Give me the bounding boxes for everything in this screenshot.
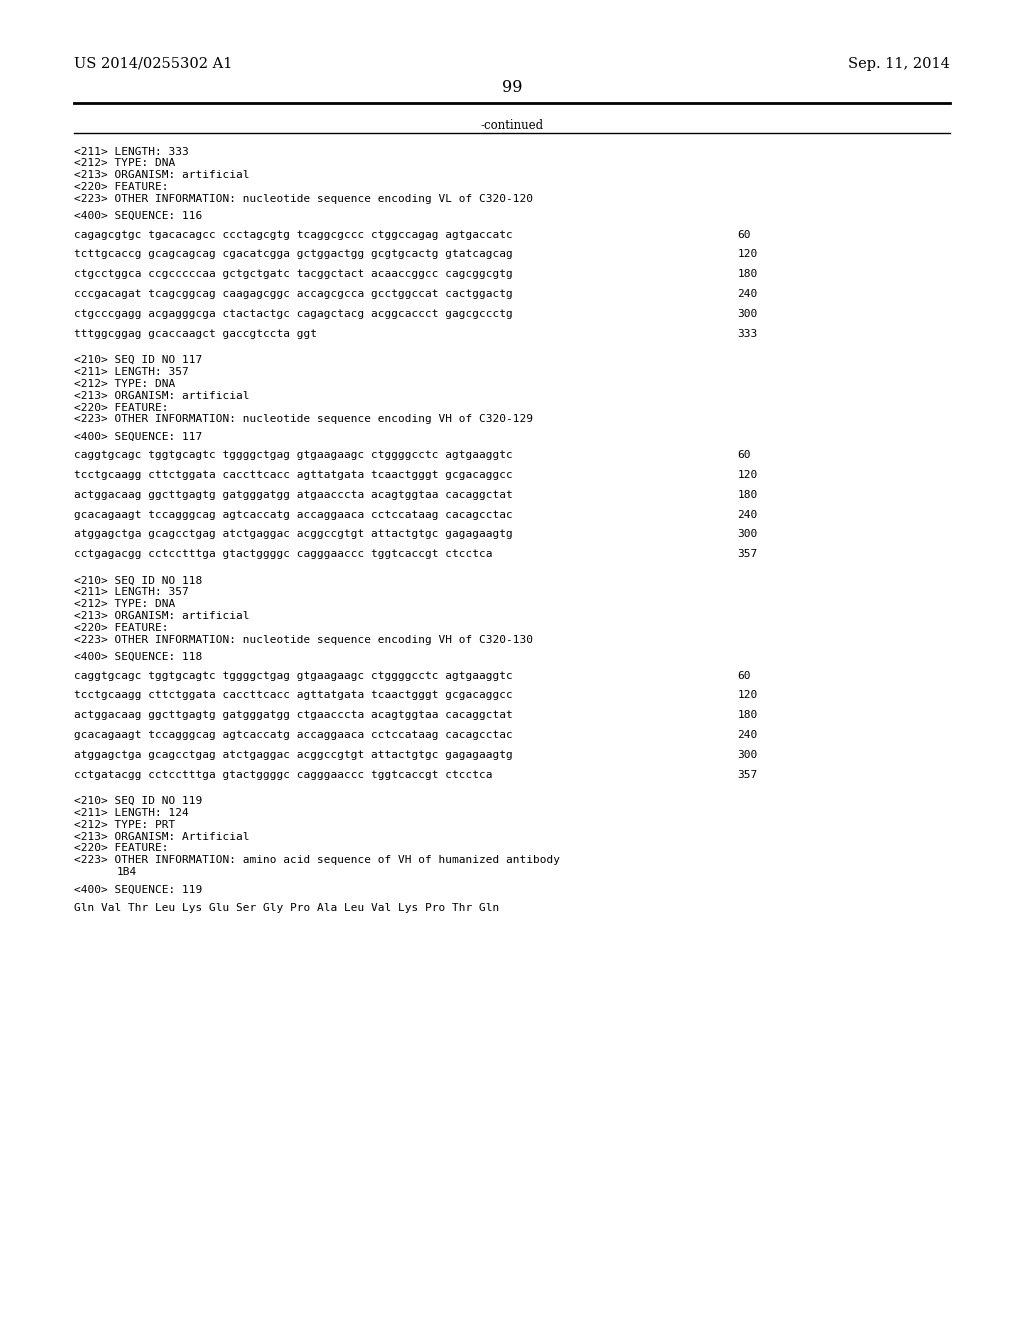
Text: <223> OTHER INFORMATION: nucleotide sequence encoding VH of C320-130: <223> OTHER INFORMATION: nucleotide sequ… <box>74 635 532 645</box>
Text: <212> TYPE: DNA: <212> TYPE: DNA <box>74 379 175 389</box>
Text: <211> LENGTH: 357: <211> LENGTH: 357 <box>74 587 188 598</box>
Text: gcacagaagt tccagggcag agtcaccatg accaggaaca cctccataag cacagcctac: gcacagaagt tccagggcag agtcaccatg accagga… <box>74 510 512 520</box>
Text: <212> TYPE: PRT: <212> TYPE: PRT <box>74 820 175 830</box>
Text: 333: 333 <box>737 329 758 339</box>
Text: <400> SEQUENCE: 116: <400> SEQUENCE: 116 <box>74 211 202 222</box>
Text: <400> SEQUENCE: 119: <400> SEQUENCE: 119 <box>74 884 202 895</box>
Text: <220> FEATURE:: <220> FEATURE: <box>74 623 168 634</box>
Text: <400> SEQUENCE: 117: <400> SEQUENCE: 117 <box>74 432 202 442</box>
Text: <400> SEQUENCE: 118: <400> SEQUENCE: 118 <box>74 652 202 663</box>
Text: <220> FEATURE:: <220> FEATURE: <box>74 182 168 193</box>
Text: 240: 240 <box>737 510 758 520</box>
Text: 357: 357 <box>737 549 758 560</box>
Text: <211> LENGTH: 333: <211> LENGTH: 333 <box>74 147 188 157</box>
Text: cccgacagat tcagcggcag caagagcggc accagcgcca gcctggccat cactggactg: cccgacagat tcagcggcag caagagcggc accagcg… <box>74 289 512 300</box>
Text: atggagctga gcagcctgag atctgaggac acggccgtgt attactgtgc gagagaagtg: atggagctga gcagcctgag atctgaggac acggccg… <box>74 750 512 760</box>
Text: 240: 240 <box>737 289 758 300</box>
Text: US 2014/0255302 A1: US 2014/0255302 A1 <box>74 57 232 71</box>
Text: tttggcggag gcaccaagct gaccgtccta ggt: tttggcggag gcaccaagct gaccgtccta ggt <box>74 329 316 339</box>
Text: 180: 180 <box>737 269 758 280</box>
Text: <210> SEQ ID NO 118: <210> SEQ ID NO 118 <box>74 576 202 586</box>
Text: <211> LENGTH: 124: <211> LENGTH: 124 <box>74 808 188 818</box>
Text: <213> ORGANISM: artificial: <213> ORGANISM: artificial <box>74 611 249 622</box>
Text: caggtgcagc tggtgcagtc tggggctgag gtgaagaagc ctggggcctc agtgaaggtc: caggtgcagc tggtgcagtc tggggctgag gtgaaga… <box>74 450 512 461</box>
Text: atggagctga gcagcctgag atctgaggac acggccgtgt attactgtgc gagagaagtg: atggagctga gcagcctgag atctgaggac acggccg… <box>74 529 512 540</box>
Text: -continued: -continued <box>480 119 544 132</box>
Text: 60: 60 <box>737 230 751 240</box>
Text: tcttgcaccg gcagcagcag cgacatcgga gctggactgg gcgtgcactg gtatcagcag: tcttgcaccg gcagcagcag cgacatcgga gctggac… <box>74 249 512 260</box>
Text: 300: 300 <box>737 750 758 760</box>
Text: <213> ORGANISM: artificial: <213> ORGANISM: artificial <box>74 391 249 401</box>
Text: gcacagaagt tccagggcag agtcaccatg accaggaaca cctccataag cacagcctac: gcacagaagt tccagggcag agtcaccatg accagga… <box>74 730 512 741</box>
Text: 357: 357 <box>737 770 758 780</box>
Text: <210> SEQ ID NO 119: <210> SEQ ID NO 119 <box>74 796 202 807</box>
Text: <220> FEATURE:: <220> FEATURE: <box>74 403 168 413</box>
Text: <212> TYPE: DNA: <212> TYPE: DNA <box>74 158 175 169</box>
Text: tcctgcaagg cttctggata caccttcacc agttatgata tcaactgggt gcgacaggcc: tcctgcaagg cttctggata caccttcacc agttatg… <box>74 690 512 701</box>
Text: cagagcgtgc tgacacagcc ccctagcgtg tcaggcgccc ctggccagag agtgaccatc: cagagcgtgc tgacacagcc ccctagcgtg tcaggcg… <box>74 230 512 240</box>
Text: 180: 180 <box>737 710 758 721</box>
Text: ctgcctggca ccgcccccaa gctgctgatc tacggctact acaaccggcc cagcggcgtg: ctgcctggca ccgcccccaa gctgctgatc tacggct… <box>74 269 512 280</box>
Text: <212> TYPE: DNA: <212> TYPE: DNA <box>74 599 175 610</box>
Text: <223> OTHER INFORMATION: nucleotide sequence encoding VH of C320-129: <223> OTHER INFORMATION: nucleotide sequ… <box>74 414 532 425</box>
Text: 60: 60 <box>737 450 751 461</box>
Text: 240: 240 <box>737 730 758 741</box>
Text: <223> OTHER INFORMATION: amino acid sequence of VH of humanized antibody: <223> OTHER INFORMATION: amino acid sequ… <box>74 855 560 866</box>
Text: Gln Val Thr Leu Lys Glu Ser Gly Pro Ala Leu Val Lys Pro Thr Gln: Gln Val Thr Leu Lys Glu Ser Gly Pro Ala … <box>74 903 499 913</box>
Text: 120: 120 <box>737 470 758 480</box>
Text: cctgatacgg cctcctttga gtactggggc cagggaaccc tggtcaccgt ctcctca: cctgatacgg cctcctttga gtactggggc cagggaa… <box>74 770 493 780</box>
Text: actggacaag ggcttgagtg gatgggatgg ctgaacccta acagtggtaa cacaggctat: actggacaag ggcttgagtg gatgggatgg ctgaacc… <box>74 710 512 721</box>
Text: <213> ORGANISM: Artificial: <213> ORGANISM: Artificial <box>74 832 249 842</box>
Text: 300: 300 <box>737 309 758 319</box>
Text: caggtgcagc tggtgcagtc tggggctgag gtgaagaagc ctggggcctc agtgaaggtc: caggtgcagc tggtgcagtc tggggctgag gtgaaga… <box>74 671 512 681</box>
Text: actggacaag ggcttgagtg gatgggatgg atgaacccta acagtggtaa cacaggctat: actggacaag ggcttgagtg gatgggatgg atgaacc… <box>74 490 512 500</box>
Text: Sep. 11, 2014: Sep. 11, 2014 <box>849 57 950 71</box>
Text: cctgagacgg cctcctttga gtactggggc cagggaaccc tggtcaccgt ctcctca: cctgagacgg cctcctttga gtactggggc cagggaa… <box>74 549 493 560</box>
Text: tcctgcaagg cttctggata caccttcacc agttatgata tcaactgggt gcgacaggcc: tcctgcaagg cttctggata caccttcacc agttatg… <box>74 470 512 480</box>
Text: 120: 120 <box>737 690 758 701</box>
Text: <220> FEATURE:: <220> FEATURE: <box>74 843 168 854</box>
Text: <213> ORGANISM: artificial: <213> ORGANISM: artificial <box>74 170 249 181</box>
Text: 60: 60 <box>737 671 751 681</box>
Text: 300: 300 <box>737 529 758 540</box>
Text: 180: 180 <box>737 490 758 500</box>
Text: ctgcccgagg acgagggcga ctactactgc cagagctacg acggcaccct gagcgccctg: ctgcccgagg acgagggcga ctactactgc cagagct… <box>74 309 512 319</box>
Text: <211> LENGTH: 357: <211> LENGTH: 357 <box>74 367 188 378</box>
Text: 120: 120 <box>737 249 758 260</box>
Text: <210> SEQ ID NO 117: <210> SEQ ID NO 117 <box>74 355 202 366</box>
Text: 99: 99 <box>502 79 522 96</box>
Text: <223> OTHER INFORMATION: nucleotide sequence encoding VL of C320-120: <223> OTHER INFORMATION: nucleotide sequ… <box>74 194 532 205</box>
Text: 1B4: 1B4 <box>117 867 137 878</box>
